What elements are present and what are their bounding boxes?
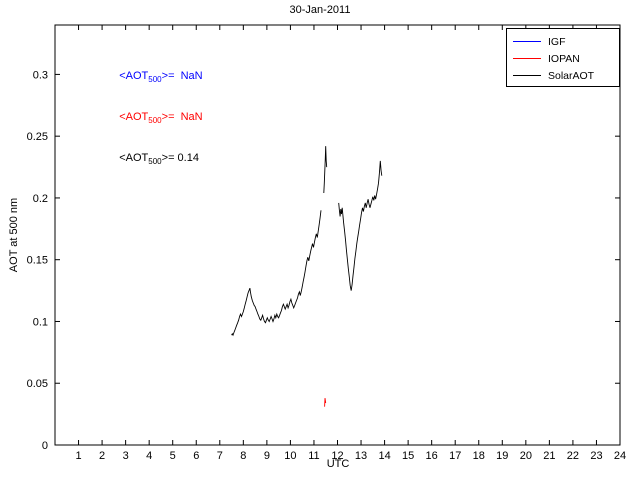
svg-text:12: 12: [331, 450, 343, 462]
annotation-value: 0.14: [174, 152, 199, 164]
legend-entry-iopan: IOPAN: [507, 50, 619, 67]
legend-entry-solaraot: SolarAOT: [507, 67, 619, 84]
chart-title: 30-Jan-2011: [289, 4, 351, 16]
x-axis-label: UTC: [326, 458, 350, 470]
svg-text:23: 23: [590, 450, 602, 462]
svg-text:0.1: 0.1: [33, 316, 48, 328]
svg-text:8: 8: [240, 450, 246, 462]
svg-text:0.05: 0.05: [27, 378, 48, 390]
svg-text:15: 15: [402, 450, 414, 462]
svg-text:0.25: 0.25: [27, 131, 48, 143]
svg-text:24: 24: [614, 450, 626, 462]
legend-entry-label: IOPAN: [548, 52, 580, 65]
svg-text:10: 10: [284, 450, 296, 462]
annotation-mean-aot-solaraot: <AOT500>= 0.14: [107, 140, 199, 178]
svg-text:14: 14: [378, 450, 390, 462]
svg-text:6: 6: [193, 450, 199, 462]
annotation-value: NaN: [174, 70, 203, 82]
annotation-subscript: 500: [148, 75, 162, 85]
annotation-text: <AOT: [119, 111, 149, 123]
svg-text:0.2: 0.2: [33, 193, 48, 205]
svg-text:13: 13: [355, 450, 367, 462]
svg-text:2: 2: [99, 450, 105, 462]
svg-text:20: 20: [520, 450, 532, 462]
annotation-mean-aot-igf: <AOT500>= NaN: [107, 58, 203, 96]
annotation-text: <AOT: [119, 70, 149, 82]
legend-line-sample-igf: [513, 41, 541, 42]
svg-text:22: 22: [567, 450, 579, 462]
legend-entry-label: SolarAOT: [548, 69, 595, 82]
annotation-subscript: 500: [148, 157, 162, 167]
svg-text:3: 3: [123, 450, 129, 462]
legend-line-sample-iopan: [513, 58, 541, 59]
svg-text:4: 4: [146, 450, 152, 462]
legend: IGF IOPAN SolarAOT: [506, 28, 620, 87]
legend-entry-label: IGF: [548, 35, 566, 48]
annotation-text: <AOT: [119, 152, 149, 164]
svg-text:0: 0: [42, 440, 48, 452]
svg-text:11: 11: [308, 450, 319, 462]
y-axis-label: AOT at 500 nm: [8, 197, 20, 273]
annotation-subscript: 500: [148, 116, 162, 126]
svg-text:18: 18: [473, 450, 485, 462]
svg-text:19: 19: [496, 450, 508, 462]
svg-text:17: 17: [449, 450, 461, 462]
annotation-text: >=: [161, 152, 175, 164]
annotation-text: >=: [161, 111, 175, 123]
annotation-value: NaN: [174, 111, 203, 123]
legend-line-sample-solaraot: [513, 75, 541, 76]
svg-text:9: 9: [264, 450, 270, 462]
svg-text:0.3: 0.3: [33, 69, 48, 81]
legend-entry-igf: IGF: [507, 33, 619, 50]
svg-text:16: 16: [426, 450, 438, 462]
svg-text:5: 5: [170, 450, 176, 462]
annotation-mean-aot-iopan: <AOT500>= NaN: [107, 99, 203, 137]
svg-text:0.15: 0.15: [27, 255, 48, 267]
annotation-text: >=: [161, 70, 175, 82]
svg-text:21: 21: [543, 450, 555, 462]
svg-text:7: 7: [217, 450, 223, 462]
svg-text:1: 1: [75, 450, 81, 462]
